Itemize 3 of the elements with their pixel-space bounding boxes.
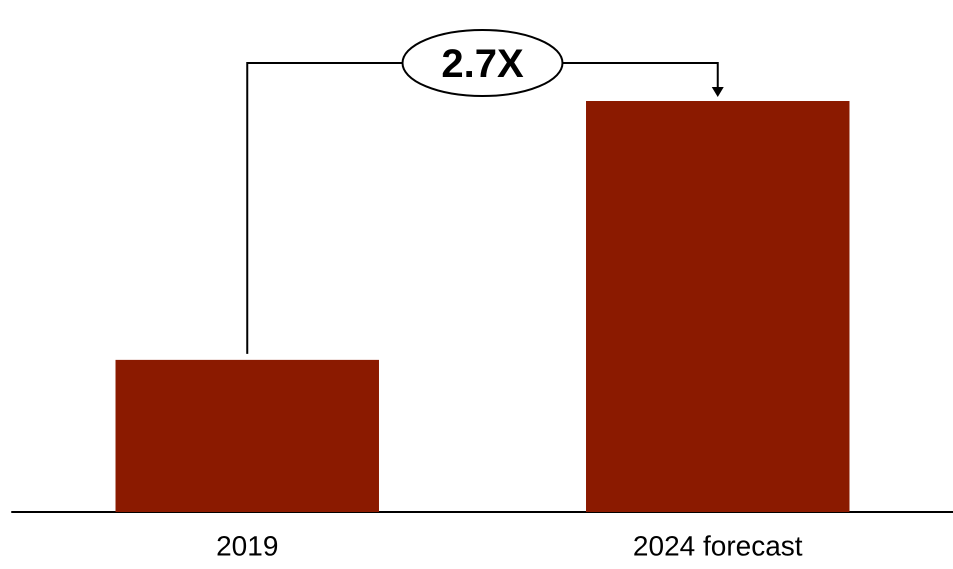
x-tick-label: 2024 forecast [632,530,803,562]
x-tick-label: 2019 [216,530,278,562]
text: 2.7X [441,42,524,86]
